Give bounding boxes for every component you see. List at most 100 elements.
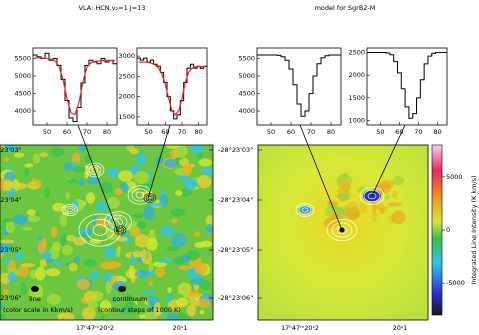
x-tick-label: 50 — [376, 128, 384, 136]
map-texture — [15, 251, 24, 261]
map-texture — [148, 280, 153, 286]
map-texture — [338, 190, 351, 201]
map-texture — [81, 227, 92, 237]
x-tick-label: 20ˢ1 — [393, 324, 408, 332]
y-tick-label: -28°23'06" — [218, 294, 253, 302]
map-texture — [0, 145, 6, 149]
map-texture — [63, 162, 73, 172]
x-tick-label: 60 — [395, 128, 403, 136]
y-tick-label: °23'03" — [0, 146, 22, 154]
map-texture — [161, 308, 167, 315]
map-texture — [127, 185, 139, 194]
map-texture — [52, 202, 66, 212]
map-texture — [26, 209, 37, 216]
y-tick-label: 4500 — [238, 90, 255, 98]
map-texture — [387, 202, 403, 207]
annotation: continuum — [113, 295, 148, 303]
contour — [115, 226, 125, 234]
map-texture — [176, 297, 189, 307]
map-texture — [159, 225, 175, 237]
map-texture — [165, 145, 179, 150]
contour — [301, 207, 309, 213]
map-texture — [187, 290, 201, 299]
map-texture — [128, 264, 135, 278]
map-texture — [22, 226, 33, 231]
panel-title: VLA: HCN,v₂=1 J=13 — [79, 4, 146, 12]
map-texture — [72, 236, 87, 246]
map-texture — [171, 218, 178, 224]
x-tick-label: 20ˢ1 — [173, 324, 188, 332]
map-texture — [166, 312, 178, 320]
map-texture — [139, 314, 146, 319]
x-tick-label: 80 — [195, 128, 203, 136]
map-texture — [89, 239, 102, 245]
map-background — [258, 145, 428, 320]
map-texture — [57, 313, 64, 320]
x-tick-label: 70 — [178, 128, 186, 136]
y-tick-label: 5000 — [14, 72, 31, 80]
contour — [91, 167, 99, 173]
annotation: (contour steps of 1000 K) — [98, 306, 181, 314]
map-texture — [68, 262, 78, 272]
y-tick-label: 2500 — [118, 72, 135, 80]
y-tick-label: 3000 — [118, 52, 135, 60]
map-texture — [391, 210, 406, 224]
map-texture — [62, 211, 69, 216]
map-texture — [133, 171, 150, 184]
map-texture — [197, 174, 212, 189]
annotation: (color scale in Kkm/s) — [3, 306, 73, 314]
map-texture — [139, 183, 154, 190]
map-texture — [173, 257, 185, 265]
map-texture — [50, 226, 58, 238]
blob — [298, 206, 312, 214]
map-texture — [201, 166, 212, 177]
map-texture — [186, 304, 197, 317]
map-texture — [39, 258, 47, 268]
x-tick-label: 70 — [83, 128, 91, 136]
map-texture — [24, 167, 30, 177]
map-texture — [95, 216, 110, 229]
map-texture — [196, 152, 204, 159]
y-tick-label: °23'05" — [0, 246, 22, 254]
map-texture — [130, 253, 135, 267]
x-tick-label: 60 — [63, 128, 71, 136]
map-texture — [129, 148, 139, 155]
map-texture — [13, 152, 25, 158]
map-texture — [155, 266, 166, 278]
map-texture — [118, 170, 133, 182]
map-texture — [141, 177, 147, 183]
map-texture — [76, 278, 91, 290]
plot-frame — [256, 47, 342, 126]
map-texture — [100, 181, 113, 194]
spectrum-line — [33, 52, 117, 122]
map-texture — [85, 192, 96, 204]
annotation: line — [29, 295, 41, 303]
map-texture — [199, 280, 211, 291]
map-texture — [12, 214, 29, 225]
x-tick-label: 80 — [433, 128, 441, 136]
contour — [326, 218, 358, 242]
y-tick-label: -28°23'04" — [218, 196, 253, 204]
map-texture — [184, 177, 198, 191]
y-tick-label: 4500 — [14, 90, 31, 98]
map-texture — [78, 177, 85, 187]
map-texture — [170, 208, 186, 217]
map-texture — [103, 271, 113, 284]
x-tick-label: 70 — [307, 128, 315, 136]
map-texture — [0, 303, 4, 310]
colorbar-tick-label: 0 — [446, 226, 450, 234]
y-tick-label: 5500 — [14, 55, 31, 63]
map-texture — [0, 313, 6, 320]
map-texture — [166, 245, 180, 252]
map-texture — [72, 166, 87, 173]
contour — [113, 225, 127, 235]
y-tick-label: 4000 — [238, 107, 255, 115]
y-tick-label: -28°23'03" — [218, 146, 253, 154]
map-texture — [105, 280, 112, 294]
map-texture — [134, 234, 150, 248]
map-texture — [72, 161, 79, 169]
map-texture — [124, 301, 139, 315]
map-texture — [132, 213, 144, 219]
map-texture — [39, 152, 49, 158]
